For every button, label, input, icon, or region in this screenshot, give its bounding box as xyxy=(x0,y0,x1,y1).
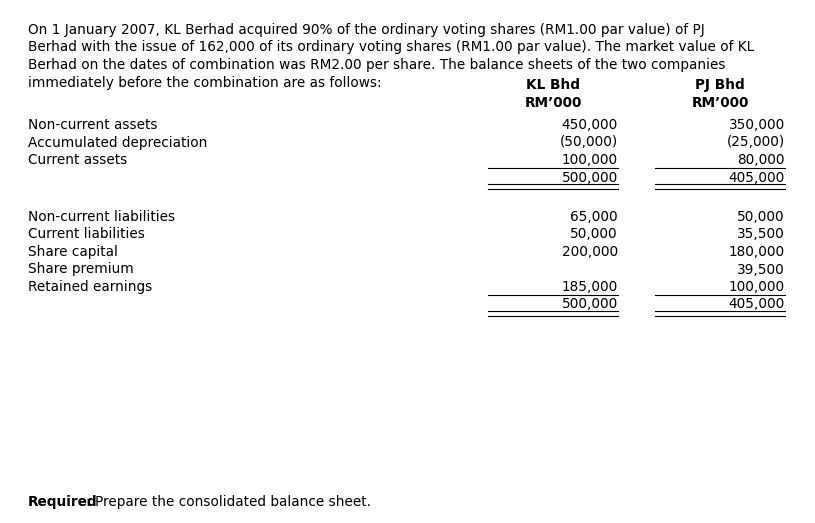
Text: 80,000: 80,000 xyxy=(738,153,785,167)
Text: KL Bhd: KL Bhd xyxy=(526,78,580,92)
Text: Current assets: Current assets xyxy=(28,153,127,167)
Text: 65,000: 65,000 xyxy=(570,210,618,224)
Text: 100,000: 100,000 xyxy=(729,280,785,294)
Text: Share capital: Share capital xyxy=(28,245,118,259)
Text: 500,000: 500,000 xyxy=(562,170,618,185)
Text: 405,000: 405,000 xyxy=(729,298,785,312)
Text: Current liabilities: Current liabilities xyxy=(28,228,145,242)
Text: 100,000: 100,000 xyxy=(562,153,618,167)
Text: 350,000: 350,000 xyxy=(729,118,785,132)
Text: RM’000: RM’000 xyxy=(691,96,749,110)
Text: Required: Required xyxy=(28,495,98,509)
Text: (50,000): (50,000) xyxy=(560,135,618,150)
Text: 200,000: 200,000 xyxy=(562,245,618,259)
Text: 39,500: 39,500 xyxy=(738,263,785,277)
Text: Share premium: Share premium xyxy=(28,263,134,277)
Text: On 1 January 2007, KL Berhad acquired 90% of the ordinary voting shares (RM1.00 : On 1 January 2007, KL Berhad acquired 90… xyxy=(28,23,705,37)
Text: 450,000: 450,000 xyxy=(562,118,618,132)
Text: immediately before the combination are as follows:: immediately before the combination are a… xyxy=(28,75,381,89)
Text: RM’000: RM’000 xyxy=(524,96,582,110)
Text: Berhad with the issue of 162,000 of its ordinary voting shares (RM1.00 par value: Berhad with the issue of 162,000 of its … xyxy=(28,40,754,54)
Text: 180,000: 180,000 xyxy=(729,245,785,259)
Text: 35,500: 35,500 xyxy=(738,228,785,242)
Text: Berhad on the dates of combination was RM2.00 per share. The balance sheets of t: Berhad on the dates of combination was R… xyxy=(28,58,725,72)
Text: 50,000: 50,000 xyxy=(570,228,618,242)
Text: : Prepare the consolidated balance sheet.: : Prepare the consolidated balance sheet… xyxy=(86,495,371,509)
Text: Retained earnings: Retained earnings xyxy=(28,280,152,294)
Text: Accumulated depreciation: Accumulated depreciation xyxy=(28,135,207,150)
Text: 50,000: 50,000 xyxy=(738,210,785,224)
Text: Non-current liabilities: Non-current liabilities xyxy=(28,210,175,224)
Text: 500,000: 500,000 xyxy=(562,298,618,312)
Text: Non-current assets: Non-current assets xyxy=(28,118,157,132)
Text: 185,000: 185,000 xyxy=(562,280,618,294)
Text: 405,000: 405,000 xyxy=(729,170,785,185)
Text: (25,000): (25,000) xyxy=(727,135,785,150)
Text: PJ Bhd: PJ Bhd xyxy=(695,78,745,92)
